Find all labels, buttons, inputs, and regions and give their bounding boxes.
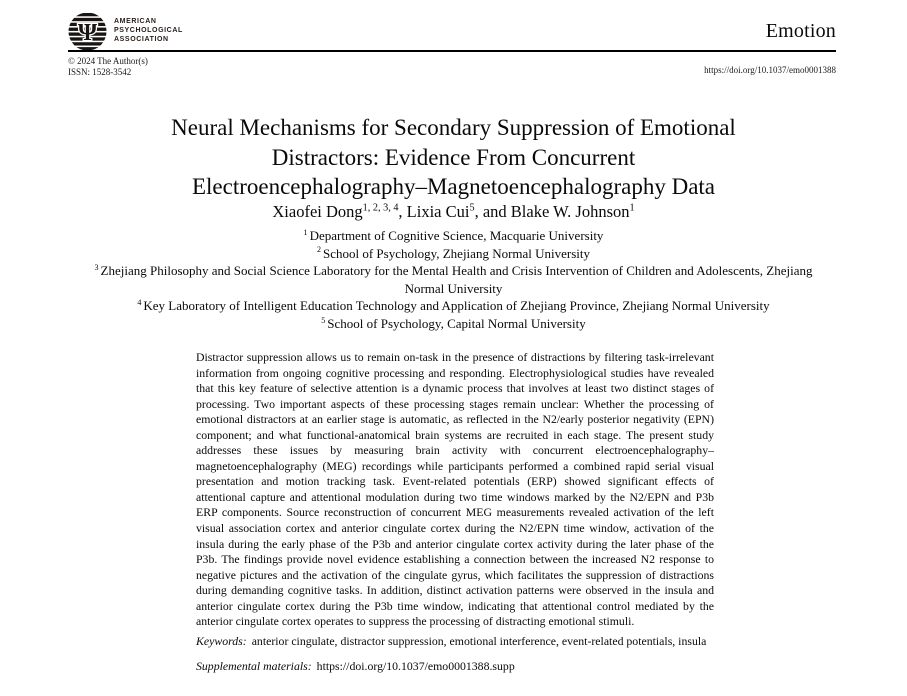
- author-separator: ,: [398, 202, 407, 221]
- affiliation-sup: 1: [303, 227, 308, 237]
- supplemental-label: Supplemental materials:: [196, 659, 312, 673]
- author-separator: , and: [474, 202, 511, 221]
- keywords-list: anterior cingulate, distractor suppressi…: [251, 634, 707, 648]
- author-affil-sup: 1, 2, 3, 4: [362, 202, 399, 214]
- article-title: Neural Mechanisms for Secondary Suppress…: [60, 113, 847, 202]
- affiliation-text: Department of Cognitive Science, Macquar…: [309, 228, 604, 243]
- affiliation-text: Zhejiang Philosophy and Social Science L…: [100, 263, 813, 296]
- article-title-line2: Distractors: Evidence From Concurrent: [271, 144, 636, 170]
- apa-psi-icon: Ψ: [68, 12, 107, 51]
- affiliation-line: 1 Department of Cognitive Science, Macqua…: [84, 227, 823, 245]
- authors-line: Xiaofei Dong1, 2, 3, 4, Lixia Cui5, and …: [0, 202, 907, 222]
- affiliation-sup: 4: [137, 298, 142, 308]
- article-title-line3: Electroencephalography–Magnetoencephalog…: [191, 174, 715, 199]
- author-name: Lixia Cui: [406, 202, 470, 221]
- svg-text:Ψ: Ψ: [78, 19, 97, 46]
- affiliation-text: School of Psychology, Zhejiang Normal Un…: [322, 245, 591, 261]
- abstract-text: Distractor suppression allows us to rema…: [196, 350, 714, 629]
- author-affil-sup: 1: [629, 202, 635, 214]
- apa-logo-line2: Psychological: [114, 27, 183, 34]
- author-name: Blake W. Johnson: [510, 202, 630, 221]
- article-title-line1: Neural Mechanisms for Secondary Suppress…: [171, 115, 736, 140]
- affiliation-line: 2 School of Psychology, Zhejiang Normal U…: [84, 245, 823, 263]
- apa-logo-line3: Association: [114, 36, 169, 43]
- affiliation-line: 3 Zhejiang Philosophy and Social Science …: [84, 262, 823, 297]
- author-name: Xiaofei Dong: [272, 202, 363, 221]
- copyright-block: © 2024 The Author(s) ISSN: 1528-3542: [68, 56, 148, 78]
- affiliation-line: 5 School of Psychology, Capital Normal Un…: [84, 315, 823, 333]
- issn-line: ISSN: 1528-3542: [68, 67, 132, 77]
- supplemental-url-link[interactable]: https://doi.org/10.1037/emo0001388.supp: [316, 659, 515, 673]
- affiliations-block: 1 Department of Cognitive Science, Macqua…: [84, 227, 823, 333]
- journal-title: Emotion: [765, 20, 836, 42]
- supplemental-line: Supplemental materials: https://doi.org/1…: [196, 659, 714, 674]
- article-doi-link[interactable]: https://doi.org/10.1037/emo0001388: [704, 65, 836, 75]
- apa-logo-line1: American: [114, 18, 157, 25]
- affiliation-line: 4 Key Laboratory of Intelligent Education…: [84, 297, 823, 315]
- keywords-line: Keywords: anterior cingulate, distractor …: [196, 634, 714, 649]
- affiliation-sup: 5: [321, 315, 326, 325]
- affiliation-text: School of Psychology, Capital Normal Uni…: [327, 315, 586, 331]
- masthead-divider: [68, 50, 836, 52]
- apa-logo-wordmark: American Psychological Association: [114, 12, 183, 44]
- author-affil-sup: 5: [469, 202, 475, 214]
- affiliation-sup: 2: [316, 245, 321, 255]
- affiliation-sup: 3: [94, 262, 99, 272]
- affiliation-text: Key Laboratory of Intelligent Education …: [143, 298, 770, 314]
- copyright-line: © 2024 The Author(s): [68, 56, 148, 66]
- apa-logo: Ψ American Psychological Association: [68, 12, 183, 51]
- keywords-label: Keywords:: [196, 634, 247, 648]
